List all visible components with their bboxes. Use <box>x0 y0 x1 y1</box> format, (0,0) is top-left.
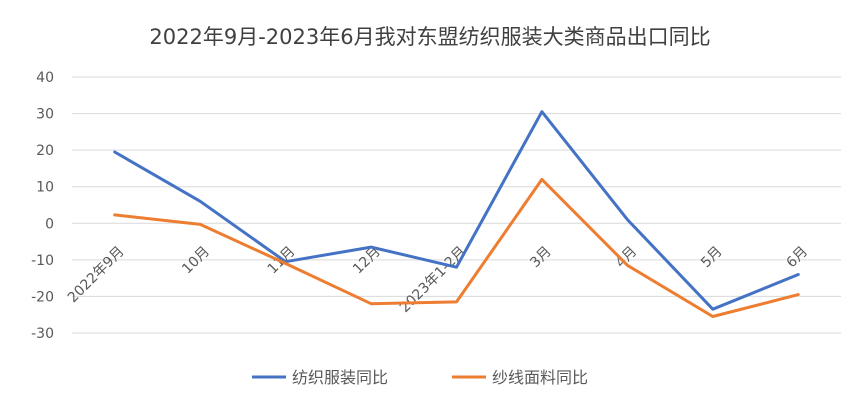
series-line-2 <box>113 177 800 318</box>
legend-label: 纺织服装同比 <box>292 368 388 387</box>
x-axis-ticks: 2022年9月 10月 11月 12月 2023年1-2月 3月 4月 5月 6月 <box>65 244 811 316</box>
y-tick-label: -10 <box>31 253 54 269</box>
x-tick-label: 10月 <box>179 244 213 278</box>
y-tick-label: -20 <box>31 289 54 305</box>
legend: 纺织服装同比 纱线面料同比 <box>252 368 588 387</box>
y-axis-ticks: 40 30 20 10 0 -10 -20 -30 <box>31 70 54 342</box>
y-tick-label: 0 <box>45 216 54 232</box>
gridlines <box>72 76 841 334</box>
x-tick-label: 3月 <box>527 244 555 272</box>
x-tick-label: 4月 <box>613 244 641 272</box>
x-tick-label: 6月 <box>784 244 812 272</box>
legend-label: 纱线面料同比 <box>492 368 588 387</box>
y-tick-label: 10 <box>36 180 54 196</box>
series-line-1 <box>113 110 800 311</box>
x-tick-label: 5月 <box>698 244 726 272</box>
y-tick-label: 20 <box>36 143 54 159</box>
chart-title: 2022年9月-2023年6月我对东盟纺织服装大类商品出口同比 <box>149 25 710 49</box>
y-tick-label: 40 <box>36 70 54 86</box>
series-lines <box>113 110 800 318</box>
y-tick-label: -30 <box>31 326 54 342</box>
y-tick-label: 30 <box>36 107 54 123</box>
